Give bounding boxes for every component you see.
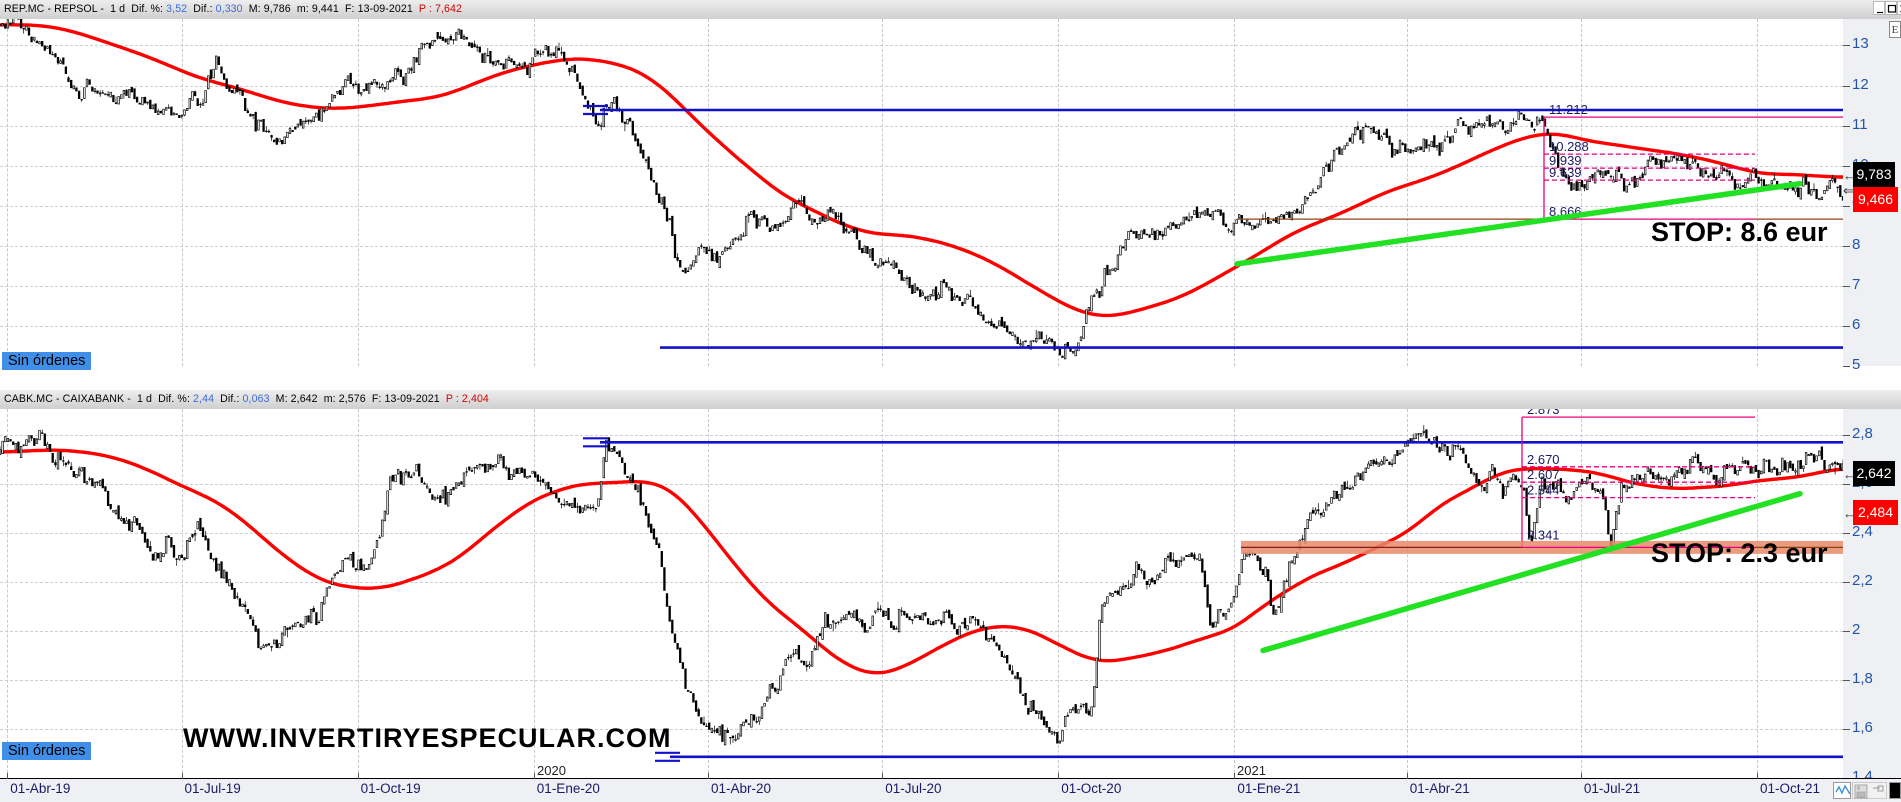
svg-text:2.544: 2.544: [1527, 483, 1560, 498]
svg-text:2.341: 2.341: [1527, 527, 1560, 542]
svg-text:2.873: 2.873: [1527, 409, 1560, 417]
svg-text:2.607: 2.607: [1527, 467, 1560, 482]
svg-text:STOP: 8.6 eur: STOP: 8.6 eur: [1651, 217, 1828, 247]
svg-text:11.212: 11.212: [1549, 102, 1588, 117]
svg-text:10.288: 10.288: [1549, 139, 1589, 154]
svg-text:STOP: 2.3 eur: STOP: 2.3 eur: [1651, 538, 1828, 568]
svg-text:9.639: 9.639: [1549, 165, 1582, 180]
svg-text:2.670: 2.670: [1527, 452, 1560, 467]
